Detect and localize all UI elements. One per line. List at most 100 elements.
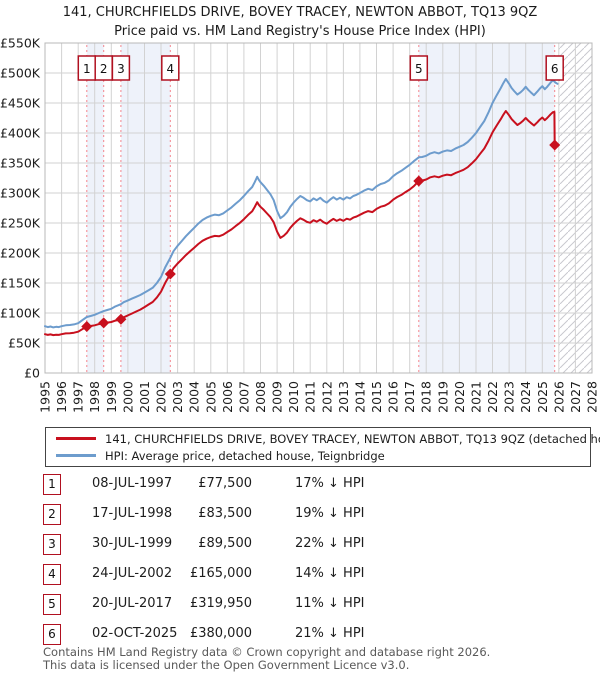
footer-line1: Contains HM Land Registry data © Crown c…	[43, 645, 491, 659]
sale-number-label: 3	[117, 62, 125, 76]
sale-date: 20-JUL-2017	[92, 596, 173, 611]
x-tick-label: 2025	[535, 381, 550, 413]
hpi-delta: 11% ↓ HPI	[295, 596, 365, 611]
y-tick-label: £300K	[0, 186, 41, 201]
hpi-delta: 17% ↓ HPI	[295, 476, 365, 491]
sale-number-label: 6	[551, 62, 559, 76]
hpi-delta: 14% ↓ HPI	[295, 566, 365, 581]
x-tick-label: 2017	[402, 381, 417, 413]
sale-point-marker	[115, 313, 127, 325]
y-tick-label: £50K	[8, 336, 41, 351]
price-line-swatch	[56, 437, 96, 440]
x-tick-label: 2018	[419, 381, 434, 413]
row-marker: 2	[43, 504, 61, 525]
y-tick-label: £350K	[0, 156, 41, 171]
footer-line2: This data is licensed under the Open Gov…	[43, 657, 410, 672]
page-title: 141, CHURCHFIELDS DRIVE, BOVEY TRACEY, N…	[0, 4, 600, 42]
x-tick-label: 2026	[551, 381, 566, 413]
x-tick-label: 2013	[336, 381, 351, 413]
y-tick-label: £200K	[0, 246, 41, 261]
y-tick-label: £450K	[0, 96, 41, 111]
row-marker: 5	[43, 594, 61, 615]
sale-date: 08-JUL-1997	[92, 476, 173, 491]
x-tick-label: 2020	[452, 381, 467, 413]
y-tick-label: £0	[24, 366, 40, 381]
table-row: 3 30-JUL-1999 £89,500 22% ↓ HPI	[0, 532, 600, 562]
x-tick-label: 1995	[38, 381, 53, 413]
ownership-band	[86, 43, 104, 373]
x-tick-label: 2028	[585, 381, 600, 413]
x-tick-label: 1999	[104, 381, 119, 413]
price-chart: 1995 1996 1997 1998 1999 2000 2001 2002 2003 2004…	[0, 36, 600, 413]
sale-date: 02-OCT-2025	[92, 626, 178, 641]
x-tick-label: 2006	[220, 381, 235, 413]
table-row: 5 20-JUL-2017 £319,950 11% ↓ HPI	[0, 592, 600, 622]
y-tick-label: £400K	[0, 126, 41, 141]
x-tick-label: 2027	[568, 381, 583, 413]
license-footer: Contains HM Land Registry data © Crown c…	[43, 646, 599, 671]
sale-number-label: 2	[100, 62, 108, 76]
table-row: 6 02-OCT-2025 £380,000 21% ↓ HPI	[0, 622, 600, 652]
sale-price: £165,000	[189, 566, 252, 581]
x-tick-label: 2008	[253, 381, 268, 413]
sale-price: £89,500	[198, 536, 252, 551]
x-tick-label: 2002	[154, 381, 169, 413]
hpi-line-swatch	[56, 454, 96, 457]
y-tick-label: £100K	[0, 306, 41, 321]
sale-date: 17-JUL-1998	[92, 506, 173, 521]
sale-number-flag	[409, 55, 429, 81]
x-tick-label: 2010	[286, 381, 301, 413]
sale-number-flag	[161, 55, 180, 81]
y-tick-label: £150K	[0, 276, 41, 291]
x-tick-label: 2016	[386, 381, 401, 413]
x-tick-label: 2012	[319, 381, 334, 413]
sale-date: 24-JUL-2002	[92, 566, 173, 581]
sale-price: £83,500	[198, 506, 252, 521]
table-row: 2 17-JUL-1998 £83,500 19% ↓ HPI	[0, 502, 600, 532]
legend-price-label: 141, CHURCHFIELDS DRIVE, BOVEY TRACEY, N…	[105, 431, 600, 446]
x-tick-label: 2019	[435, 381, 450, 413]
hpi-delta: 22% ↓ HPI	[295, 536, 365, 551]
y-tick-label: £250K	[0, 216, 41, 231]
sale-point-marker	[98, 317, 110, 329]
sale-date: 30-JUL-1999	[92, 536, 173, 551]
sale-point-marker	[413, 175, 425, 187]
sale-number-label: 4	[166, 62, 174, 76]
x-tick-label: 2005	[203, 381, 218, 413]
legend-hpi-label: HPI: Average price, detached house, Teig…	[105, 448, 385, 463]
ownership-band	[120, 43, 171, 373]
x-tick-label: 2004	[187, 381, 202, 413]
row-marker: 4	[43, 564, 61, 585]
x-tick-label: 1996	[54, 381, 69, 413]
row-marker: 6	[43, 624, 61, 645]
sale-point-marker	[81, 321, 93, 332]
ownership-band	[418, 43, 555, 373]
x-tick-label: 2024	[518, 381, 533, 413]
hpi-delta: 21% ↓ HPI	[295, 626, 365, 641]
x-tick-label: 2011	[303, 381, 318, 413]
sale-price: £77,500	[198, 476, 252, 491]
row-marker: 3	[43, 534, 61, 555]
sale-number-flag	[545, 55, 564, 81]
table-row: 1 08-JUL-1997 £77,500 17% ↓ HPI	[0, 472, 600, 502]
x-tick-label: 2015	[369, 381, 384, 413]
x-tick-label: 2009	[270, 381, 285, 413]
sale-point-marker	[549, 139, 561, 151]
table-row: 4 24-JUL-2002 £165,000 14% ↓ HPI	[0, 562, 600, 592]
title-address: 141, CHURCHFIELDS DRIVE, BOVEY TRACEY, N…	[62, 5, 538, 20]
x-tick-label: 1997	[71, 381, 86, 413]
hpi-delta: 19% ↓ HPI	[295, 506, 365, 521]
x-tick-label: 2023	[502, 381, 517, 413]
price-paid-line	[44, 110, 556, 337]
y-tick-label: £500K	[0, 66, 41, 81]
chart-legend: 141, CHURCHFIELDS DRIVE, BOVEY TRACEY, N…	[45, 427, 600, 467]
sale-point-marker	[164, 268, 176, 280]
row-marker: 1	[43, 474, 61, 495]
legend-entry-hpi: HPI: Average price, detached house, Teig…	[56, 449, 590, 463]
y-tick-label: £550K	[0, 36, 41, 51]
sale-number-flag	[111, 55, 131, 81]
sale-price: £380,000	[189, 626, 252, 641]
x-tick-label: 2000	[120, 381, 135, 413]
x-tick-label: 2022	[485, 381, 500, 413]
